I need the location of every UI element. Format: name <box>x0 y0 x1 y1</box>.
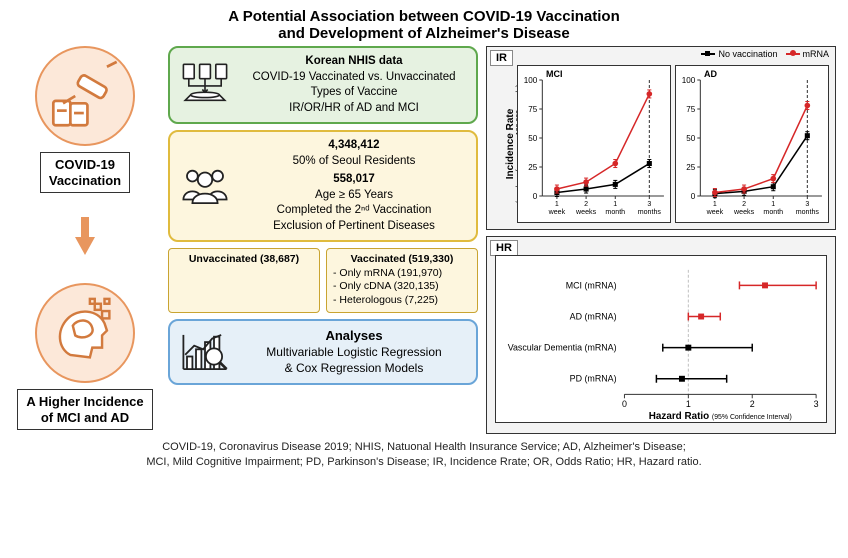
svg-text:2: 2 <box>742 201 746 208</box>
right-column: IR No vaccination mRNA Incidence Rate (n… <box>486 46 836 434</box>
svg-text:Hazard Ratio (95% Confidence I: Hazard Ratio (95% Confidence Interval) <box>649 411 792 422</box>
vacc-box: Vaccinated (519,330) - Only mRNA (191,97… <box>326 248 478 313</box>
svg-text:0: 0 <box>533 192 538 201</box>
svg-text:0: 0 <box>691 192 696 201</box>
svg-text:1: 1 <box>613 201 617 208</box>
green-line: IR/OR/HR of AD and MCI <box>240 101 468 117</box>
blue-heading: Analyses <box>240 327 468 345</box>
blue-line: & Cox Regression Models <box>240 360 468 376</box>
yellow-n2-sub: Completed the 2ⁿᵈ Vaccination <box>240 203 468 219</box>
svg-text:1: 1 <box>686 399 691 409</box>
data-panel: Korean NHIS data COVID-19 Vaccinated vs.… <box>168 46 478 124</box>
ir-panel: IR No vaccination mRNA Incidence Rate (n… <box>486 46 836 230</box>
svg-text:MCI (mRNA): MCI (mRNA) <box>566 280 617 290</box>
vacc-item: - Only cDNA (320,135) <box>333 280 471 294</box>
ir-chart-ad: AD 02550751001week2weeks1month3months <box>675 65 829 223</box>
svg-text:AD (mRNA): AD (mRNA) <box>570 311 617 321</box>
ir-tag: IR <box>490 50 513 66</box>
svg-text:week: week <box>706 209 724 216</box>
hr-tag: HR <box>490 240 518 256</box>
svg-text:2: 2 <box>750 399 755 409</box>
people-group-icon <box>178 163 232 209</box>
ir-chart-mci: MCI 02550751001week2weeks1month3months <box>517 65 671 223</box>
green-heading: Korean NHIS data <box>240 54 468 70</box>
yellow-n2-sub: Exclusion of Pertinent Diseases <box>240 219 468 235</box>
svg-text:25: 25 <box>528 163 538 172</box>
svg-text:months: months <box>638 209 662 216</box>
main-title: A Potential Association between COVID-19… <box>0 0 848 46</box>
svg-text:1: 1 <box>713 201 717 208</box>
green-line: Types of Vaccine <box>240 85 468 101</box>
svg-text:month: month <box>763 209 783 216</box>
bottom-label: A Higher Incidence of MCI and AD <box>17 389 152 430</box>
yellow-n2: 558,017 <box>240 172 468 188</box>
svg-text:1: 1 <box>771 201 775 208</box>
svg-text:2: 2 <box>584 201 588 208</box>
vacc-item: - Only mRNA (191,970) <box>333 267 471 281</box>
svg-text:week: week <box>548 209 566 216</box>
svg-text:0: 0 <box>622 399 627 409</box>
ir-legend: No vaccination mRNA <box>701 49 829 59</box>
hr-forest: 0 1 2 3 Hazard Ratio (95% Confidence Interva… <box>495 255 827 423</box>
svg-text:50: 50 <box>528 134 538 143</box>
svg-text:PD (mRNA): PD (mRNA) <box>570 374 617 384</box>
cohort-panel: 4,348,412 50% of Seoul Residents 558,017… <box>168 130 478 242</box>
svg-text:3: 3 <box>814 399 819 409</box>
brain-head-icon <box>35 283 135 383</box>
database-docs-icon <box>178 62 232 108</box>
hr-panel: HR 0 1 2 3 Hazard Ratio (95% Confidence Inte… <box>486 236 836 434</box>
yellow-n1-sub: 50% of Seoul Residents <box>240 154 468 170</box>
svg-text:Vascular Dementia (mRNA): Vascular Dementia (mRNA) <box>508 343 617 353</box>
svg-text:100: 100 <box>524 76 538 85</box>
svg-text:75: 75 <box>686 105 696 114</box>
blue-line: Multivariable Logistic Regression <box>240 344 468 360</box>
svg-text:month: month <box>605 209 625 216</box>
svg-text:25: 25 <box>686 163 696 172</box>
analyses-panel: Analyses Multivariable Logistic Regressi… <box>168 319 478 385</box>
vacc-item: - Heterologous (7,225) <box>333 294 471 308</box>
svg-text:1: 1 <box>555 201 559 208</box>
svg-text:months: months <box>796 209 820 216</box>
syringe-vial-icon <box>35 46 135 146</box>
svg-text:3: 3 <box>805 201 809 208</box>
svg-text:75: 75 <box>528 105 538 114</box>
split-row: Unvaccinated (38,687) Vaccinated (519,33… <box>168 248 478 313</box>
svg-text:weeks: weeks <box>575 209 597 216</box>
svg-text:50: 50 <box>686 134 696 143</box>
yellow-n1: 4,348,412 <box>240 138 468 154</box>
yellow-n2-sub: Age ≥ 65 Years <box>240 188 468 204</box>
left-column: COVID-19 Vaccination A Higher Incidence … <box>10 46 160 434</box>
footnote: COVID-19, Coronavirus Disease 2019; NHIS… <box>0 434 848 470</box>
unvacc-box: Unvaccinated (38,687) <box>168 248 320 313</box>
barchart-magnifier-icon <box>178 329 232 375</box>
svg-text:3: 3 <box>647 201 651 208</box>
svg-text:weeks: weeks <box>733 209 755 216</box>
arrow-down-icon <box>75 237 95 255</box>
svg-text:100: 100 <box>682 76 696 85</box>
mid-column: Korean NHIS data COVID-19 Vaccinated vs.… <box>168 46 478 434</box>
green-line: COVID-19 Vaccinated vs. Unvaccinated <box>240 70 468 86</box>
top-label: COVID-19 Vaccination <box>40 152 130 193</box>
